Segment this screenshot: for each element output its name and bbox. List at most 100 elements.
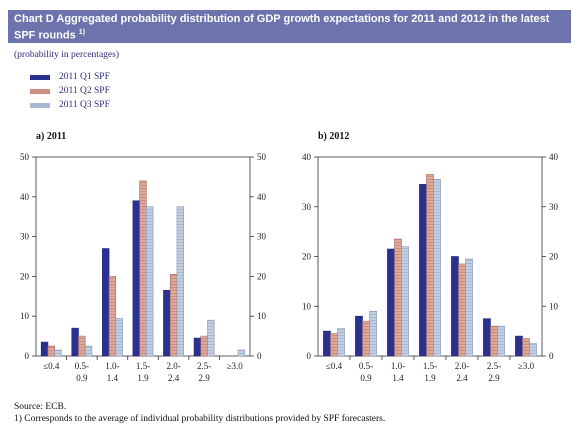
y-tick-label-right: 30 [257,232,267,242]
x-tick-label: 2.5- [197,361,211,371]
bar [108,276,117,357]
bar [515,335,523,357]
y-tick-label-right: 40 [549,152,559,162]
x-tick-label: 1.4 [107,373,119,383]
y-tick-label-right: 50 [257,152,267,162]
bar [54,349,62,357]
bar [132,200,140,357]
bar [483,318,491,357]
y-tick-label-left: 0 [25,351,30,361]
bar [451,256,459,357]
bar [139,180,147,357]
bar [84,345,93,357]
bar [71,327,79,357]
bar [433,179,441,357]
bar [323,330,331,357]
y-tick-label-left: 40 [302,152,312,162]
x-tick-label: 2.0- [455,361,469,371]
bar [394,238,402,357]
legend-swatch-q2 [30,88,50,94]
bar [369,310,377,357]
y-tick-label-left: 40 [20,192,30,202]
chart-2011: 0 0 10 10 20 20 30 30 40 40 50 50 ≤0.4 0.5- 0.9 1.0- 1.4… [20,152,267,383]
bar [458,263,466,357]
bar [497,325,505,357]
x-tick-label: ≤0.4 [43,361,60,371]
x-tick-label: 0.5- [75,361,89,371]
bar [426,174,434,357]
legend-swatch-q1 [30,74,50,80]
panel-label-2011: a) 2011 [36,131,67,142]
legend-item: 2011 Q1 SPF [30,70,110,84]
y-tick-label-left: 10 [20,311,30,321]
x-tick-label: 2.5- [487,361,501,371]
y-tick-label-right: 10 [549,301,559,311]
y-tick-label-left: 20 [302,252,312,262]
legend-item: 2011 Q2 SPF [30,84,110,98]
legend-label-q3: 2011 Q3 SPF [59,100,110,110]
x-tick-label: 2.9 [199,373,211,383]
bar [146,206,154,357]
y-tick-label-left: 20 [20,271,30,281]
x-tick-label: 2.4 [168,373,180,383]
bar [47,345,55,357]
source-note: Source: ECB. [14,402,67,412]
legend-swatch-q3 [30,102,50,108]
x-tick-label: ≤0.4 [326,361,343,371]
bar [522,338,530,357]
y-tick-label-left: 10 [302,301,312,311]
x-tick-label: 2.0- [166,361,180,371]
legend-item: 2011 Q3 SPF [30,98,110,112]
y-tick-label-left: 0 [307,351,312,361]
bar [78,335,86,357]
x-tick-label: 1.9 [424,373,436,383]
bar [193,337,202,357]
y-tick-label-left: 30 [302,202,312,212]
chart-2012: 0 0 10 10 20 20 30 30 40 40 ≤0.4 0.5- 0.9 1.0- 1.4 1.5-… [302,152,559,383]
y-tick-label-right: 20 [257,271,267,281]
y-tick-label-right: 0 [257,351,262,361]
y-tick-label-right: 40 [257,192,267,202]
y-tick-label-left: 50 [20,152,30,162]
x-tick-label: 0.9 [76,373,88,383]
legend-label-q2: 2011 Q2 SPF [59,86,110,96]
y-tick-label-left: 30 [20,232,30,242]
bar [200,335,208,357]
bar [40,341,49,357]
bar [387,248,395,357]
bar [169,274,178,357]
bar [176,206,184,357]
chart-title-bar: Chart D Aggregated probability distribut… [8,10,571,43]
x-tick-label: 0.9 [360,373,372,383]
bar [419,184,427,357]
x-tick-label: 1.9 [137,373,149,383]
bar [490,325,498,357]
bar [330,333,338,357]
bar [102,248,110,357]
bar [362,320,370,357]
x-tick-label: 1.5- [136,361,150,371]
y-tick-label-right: 10 [257,311,267,321]
x-tick-label: 1.4 [392,373,404,383]
chart-title: Chart D Aggregated probability distribut… [14,13,550,42]
panel-label-2012: b) 2012 [318,131,350,142]
x-tick-label: 0.5- [359,361,373,371]
bar [163,290,171,357]
x-tick-label: 1.5- [423,361,437,371]
legend-label-q1: 2011 Q1 SPF [59,72,110,82]
x-tick-label: ≥3.0 [518,361,535,371]
chart-subtitle: (probability in percentages) [14,50,119,60]
bar [337,328,345,357]
y-tick-label-right: 20 [549,252,559,262]
bar [355,315,363,357]
x-tick-label: 2.4 [456,373,468,383]
x-tick-label: 2.9 [488,373,500,383]
title-footnote-marker: 1) [78,29,86,36]
y-tick-label-right: 30 [549,202,559,212]
legend: 2011 Q1 SPF 2011 Q2 SPF 2011 Q3 SPF [30,70,110,112]
footnote: 1) Corresponds to the average of individ… [14,414,386,424]
bar [115,317,123,357]
bar [465,258,473,357]
bar [529,343,537,357]
